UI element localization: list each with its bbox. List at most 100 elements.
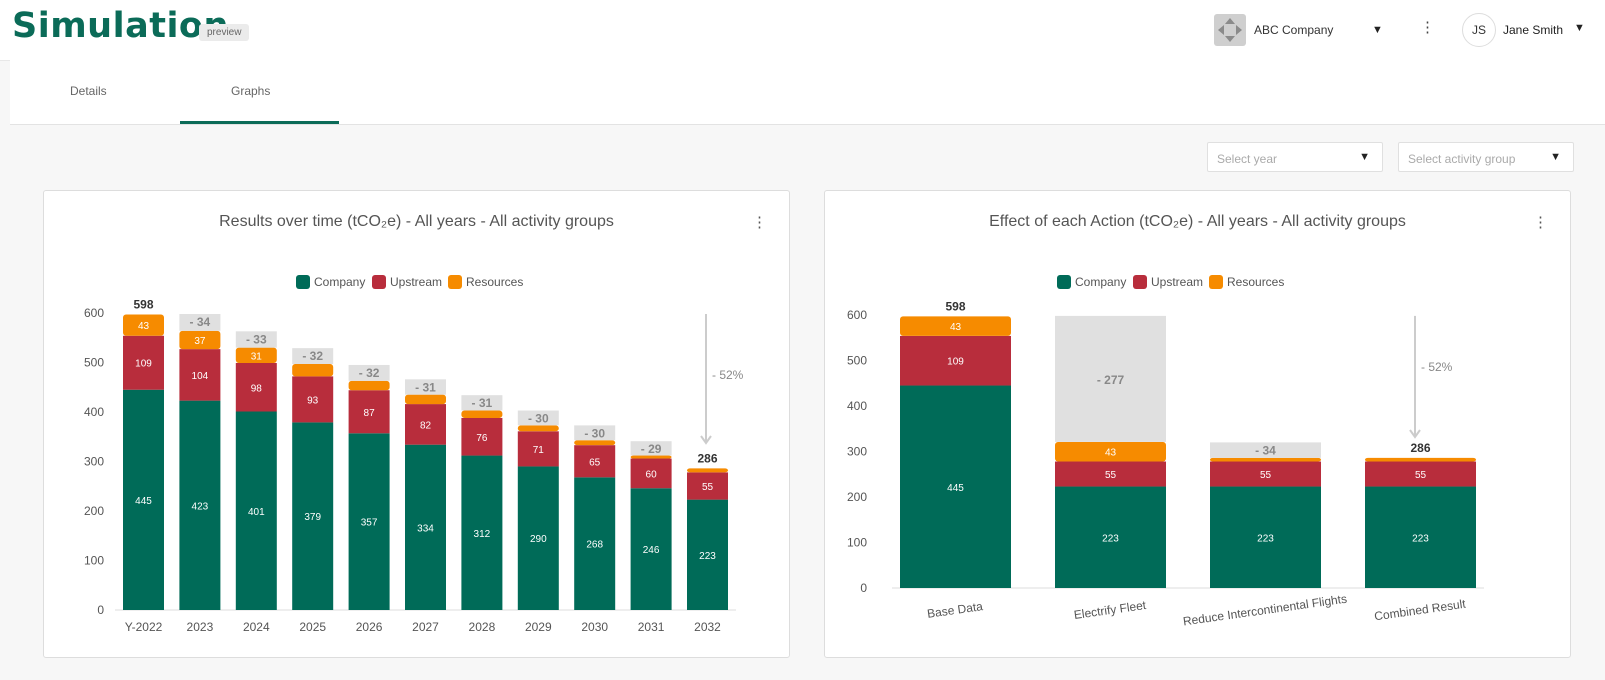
bar-upstream (235, 362, 277, 412)
legend-label: Resources (1227, 275, 1284, 289)
bar-upstream (1365, 461, 1476, 487)
bar-upstream (687, 472, 728, 500)
bar-total-label: 286 (1410, 441, 1430, 455)
bar-reduction (235, 331, 277, 348)
bar-upstream-label: 65 (589, 457, 601, 468)
bar-reduction (348, 364, 390, 381)
bar-upstream (348, 390, 390, 434)
bar-company-label: 223 (1257, 533, 1274, 544)
bar-reduction (292, 348, 334, 364)
bar-upstream (1210, 461, 1321, 487)
bar-reduction-label: - 32 (359, 366, 380, 380)
select-year-dropdown[interactable]: Select year ▼ (1207, 142, 1383, 172)
bar-reduction-label: - 30 (528, 412, 549, 426)
company-selector[interactable]: ABC Company ▼ (1214, 13, 1383, 47)
legend-swatch-company (1057, 275, 1071, 289)
bar-company (179, 400, 221, 610)
bar-reduction-label: - 34 (1255, 443, 1276, 457)
bar-total-label: 598 (945, 299, 965, 313)
bar-resources-label: 31 (251, 351, 263, 362)
x-tick-label: 2026 (356, 620, 383, 634)
bar-company (1055, 486, 1166, 588)
bar-upstream (405, 404, 446, 445)
legend-swatch-upstream (372, 275, 386, 289)
bar-resources-label: 37 (194, 336, 206, 347)
bar-upstream-label: 82 (420, 420, 432, 431)
chart-menu-icon[interactable]: ⋮ (752, 214, 767, 231)
top-bar: Simulation preview ABC Company ▼ ⋮ JS Ja… (0, 0, 1605, 61)
bar-resources (461, 410, 503, 418)
bar-company-label: 401 (248, 507, 265, 518)
y-tick-label: 500 (847, 354, 867, 368)
bar-upstream-label: 104 (192, 371, 209, 382)
bar-reduction-label: - 29 (641, 442, 662, 456)
bar-company (517, 466, 559, 610)
x-tick-label: 2030 (581, 620, 608, 634)
bar-resources (348, 380, 390, 391)
bar-company (1365, 486, 1476, 588)
y-tick-label: 300 (84, 455, 104, 469)
more-options-icon[interactable]: ⋮ (1420, 19, 1435, 36)
bar-company (405, 444, 446, 610)
legend-swatch-company (296, 275, 310, 289)
y-tick-label: 300 (847, 445, 867, 459)
bar-reduction-label: - 30 (584, 426, 605, 440)
bar-company-label: 268 (586, 540, 603, 551)
bar-upstream-label: 109 (947, 357, 964, 368)
bar-upstream-label: 98 (251, 383, 263, 394)
bar-resources (405, 394, 446, 405)
bar-resources (1055, 441, 1166, 462)
legend-label: Upstream (1151, 275, 1203, 289)
bar-upstream-label: 60 (646, 469, 658, 480)
y-tick-label: 400 (84, 405, 104, 419)
bar-total-label: 286 (697, 451, 717, 465)
bar-resources (292, 363, 334, 377)
chevron-down-icon: ▼ (1550, 151, 1561, 163)
x-tick-label: Base Data (926, 599, 984, 621)
x-tick-label: Reduce Intercontinental Flights (1182, 592, 1348, 629)
bar-company-label: 223 (1102, 533, 1119, 544)
chevron-down-icon[interactable]: ▼ (1574, 22, 1585, 34)
reduction-percent-label: - 52% (712, 368, 744, 382)
bar-company (687, 499, 728, 610)
bar-company (900, 385, 1011, 588)
bar-reduction (461, 395, 503, 411)
bar-upstream (630, 458, 672, 489)
bar-upstream (179, 349, 221, 401)
tab-details[interactable]: Details (70, 84, 107, 98)
bar-company (123, 389, 164, 610)
bar-company (461, 455, 503, 610)
bar-company-label: 357 (361, 518, 378, 529)
bar-upstream (517, 431, 559, 467)
select-year-placeholder: Select year (1217, 152, 1278, 166)
bar-resources (1365, 457, 1476, 462)
bar-company (1210, 486, 1321, 588)
bar-company-label: 246 (643, 545, 660, 556)
reduction-percent-label: - 52% (1421, 360, 1453, 374)
bar-reduction-label: - 32 (302, 349, 323, 363)
chart-menu-icon[interactable]: ⋮ (1533, 214, 1548, 231)
company-name: ABC Company (1254, 23, 1334, 37)
bar-upstream-label: 55 (1105, 470, 1117, 481)
tab-bar: Details Graphs (10, 60, 1605, 125)
effect-of-each-action-card: Effect of each Action (tCO₂e) - All year… (824, 190, 1571, 658)
user-name[interactable]: Jane Smith (1503, 23, 1564, 37)
bar-reduction-label: - 31 (472, 396, 493, 410)
x-tick-label: 2032 (694, 620, 721, 634)
y-tick-label: 600 (847, 308, 867, 322)
avatar[interactable]: JS (1462, 13, 1496, 47)
tab-graphs[interactable]: Graphs (231, 84, 271, 98)
bar-company (630, 488, 672, 610)
select-activity-group-dropdown[interactable]: Select activity group ▼ (1398, 142, 1574, 172)
active-tab-indicator (180, 121, 339, 124)
bar-upstream-label: 87 (364, 408, 376, 419)
bar-company (348, 433, 390, 610)
bar-upstream-label: 55 (1415, 470, 1427, 481)
bar-company-label: 312 (474, 529, 491, 540)
bar-company (292, 422, 334, 610)
reduction-arrow-head (700, 435, 712, 445)
legend-swatch-resources (1209, 275, 1223, 289)
y-tick-label: 500 (84, 356, 104, 370)
bar-company-label: 223 (1412, 533, 1429, 544)
bar-reduction (630, 441, 672, 456)
